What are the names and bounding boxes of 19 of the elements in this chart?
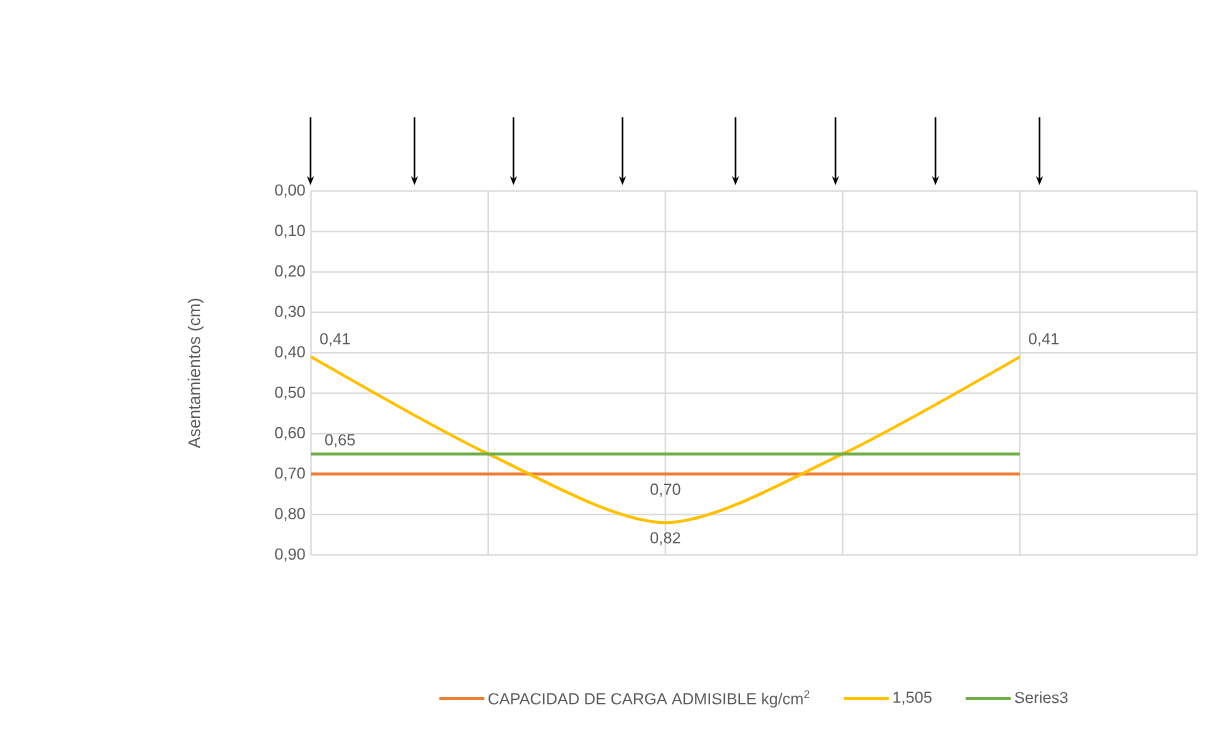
y-tick-label: 0,80 [275, 507, 305, 522]
y-tick-label: 0,70 [275, 467, 305, 481]
y-tick-label: 0,00 [275, 184, 305, 198]
y-axis-title: Asentamientos (cm) [187, 298, 204, 449]
y-tick-label: 0,40 [275, 346, 305, 360]
data-label: 0,41 [320, 333, 350, 347]
legend-label: Series3 [1014, 691, 1068, 704]
y-tick-label: 0,50 [275, 386, 305, 400]
y-tick-label: 0,90 [275, 548, 305, 562]
legend-label: CAPACIDAD DE CARGA ADMISIBLE kg/cm$^{2}$ [488, 690, 810, 708]
data-label: 0,65 [325, 434, 355, 448]
data-label: 0,70 [650, 483, 681, 497]
y-tick-label: 0,30 [275, 305, 305, 319]
y-tick-label: 0,10 [275, 224, 305, 239]
data-label: 0,41 [1028, 333, 1059, 347]
legend-label: 1,505 [893, 691, 932, 705]
data-label: 0,82 [650, 532, 681, 546]
y-tick-label: 0,20 [275, 265, 305, 279]
y-tick-label: 0,60 [275, 427, 305, 441]
